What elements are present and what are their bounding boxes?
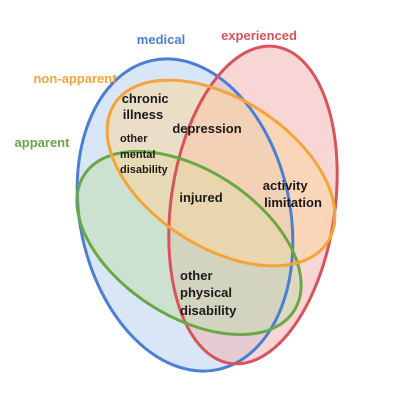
region-depression: depression bbox=[172, 121, 241, 136]
other-physical-disability-line-1: other bbox=[180, 268, 213, 283]
apparent-set-label: apparent bbox=[15, 135, 71, 150]
set-outlines bbox=[75, 44, 339, 373]
non-apparent-set-label: non-apparent bbox=[33, 71, 117, 86]
apparent-set-outline bbox=[75, 149, 303, 337]
region-other-physical-disability: other physical disability bbox=[180, 268, 237, 318]
other-physical-disability-line-2: physical bbox=[180, 285, 232, 300]
other-physical-disability-line-3: disability bbox=[180, 303, 237, 318]
experienced-set-label: experienced bbox=[221, 28, 297, 43]
medical-set-label: medical bbox=[137, 32, 185, 47]
region-activity-limitation: activity limitation bbox=[263, 178, 322, 210]
non-apparent-set-ellipse bbox=[107, 80, 335, 266]
activity-limitation-line-2: limitation bbox=[264, 195, 322, 210]
non-apparent-set-outline bbox=[105, 78, 337, 268]
region-chronic-illness: chronic illness bbox=[122, 91, 173, 122]
other-mental-disability-line-3: disability bbox=[120, 164, 169, 176]
other-mental-disability-line-2: mental bbox=[120, 149, 155, 161]
chronic-illness-line-1: chronic bbox=[122, 91, 169, 106]
other-mental-disability-line-1: other bbox=[120, 133, 148, 145]
medical-set-outline bbox=[75, 57, 295, 373]
injured-line-1: injured bbox=[179, 190, 222, 205]
region-injured: injured bbox=[179, 190, 222, 205]
depression-line-1: depression bbox=[172, 121, 241, 136]
set-fills bbox=[76, 46, 338, 372]
region-other-mental-disability: other mental disability bbox=[120, 133, 169, 176]
activity-limitation-line-1: activity bbox=[263, 178, 309, 193]
chronic-illness-line-2: illness bbox=[123, 107, 163, 122]
